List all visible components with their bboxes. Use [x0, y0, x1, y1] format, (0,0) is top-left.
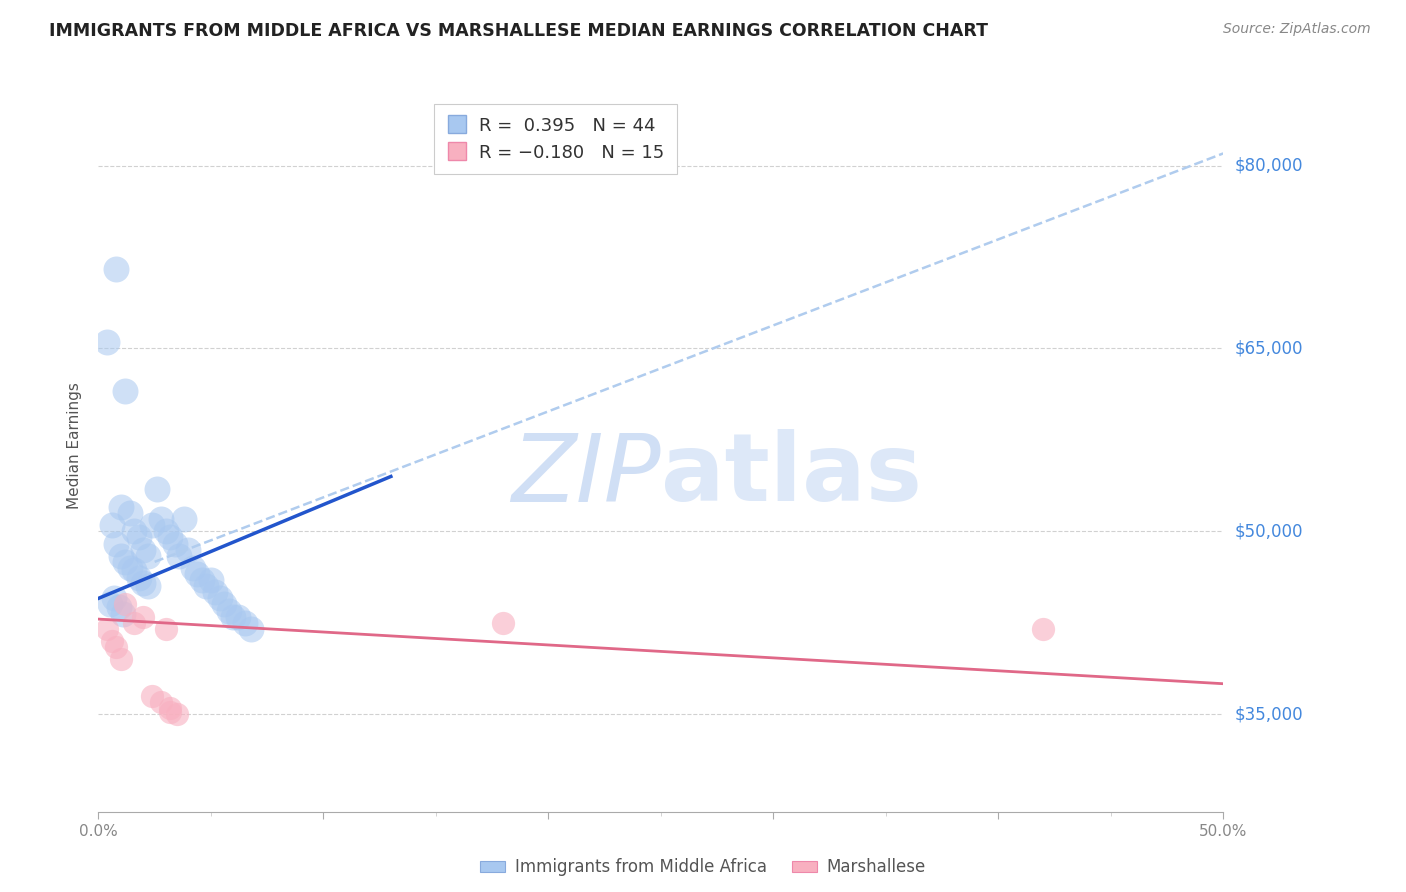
Point — [204, 585, 226, 599]
Point — [186, 567, 208, 582]
Point — [159, 701, 181, 715]
Text: ZIP: ZIP — [512, 430, 661, 521]
Point — [492, 615, 515, 630]
Point — [107, 599, 129, 614]
Point — [177, 542, 200, 557]
Point — [112, 607, 135, 622]
Point — [114, 384, 136, 399]
Point — [98, 598, 121, 612]
Point — [195, 579, 218, 593]
Point — [118, 506, 141, 520]
Text: $65,000: $65,000 — [1234, 340, 1303, 358]
Point — [169, 549, 191, 563]
Point — [159, 530, 181, 544]
Point — [222, 609, 245, 624]
Point — [218, 604, 240, 618]
Point — [173, 512, 195, 526]
Point — [159, 705, 181, 719]
Point — [101, 518, 124, 533]
Text: $35,000: $35,000 — [1234, 706, 1303, 723]
Point — [150, 695, 173, 709]
Point — [200, 573, 222, 587]
Point — [110, 549, 132, 563]
Point — [114, 598, 136, 612]
Point — [150, 512, 173, 526]
Point — [132, 609, 155, 624]
Point — [128, 571, 150, 585]
Point — [191, 573, 214, 587]
Text: $80,000: $80,000 — [1234, 157, 1303, 175]
Point — [124, 563, 146, 577]
Point — [214, 598, 236, 612]
Text: IMMIGRANTS FROM MIDDLE AFRICA VS MARSHALLESE MEDIAN EARNINGS CORRELATION CHART: IMMIGRANTS FROM MIDDLE AFRICA VS MARSHAL… — [49, 22, 988, 40]
Point — [163, 536, 186, 550]
Point — [103, 591, 125, 606]
Point — [136, 549, 159, 563]
Point — [124, 615, 146, 630]
Point — [96, 622, 118, 636]
Point — [155, 622, 177, 636]
Point — [155, 524, 177, 539]
Text: Source: ZipAtlas.com: Source: ZipAtlas.com — [1223, 22, 1371, 37]
Point — [105, 640, 128, 655]
Point — [208, 591, 231, 606]
Point — [226, 609, 249, 624]
Y-axis label: Median Earnings: Median Earnings — [67, 383, 83, 509]
Point — [114, 555, 136, 569]
Point — [146, 482, 169, 496]
Point — [105, 536, 128, 550]
Text: $50,000: $50,000 — [1234, 523, 1303, 541]
Legend: R =  0.395   N = 44, R = −0.180   N = 15: R = 0.395 N = 44, R = −0.180 N = 15 — [433, 104, 676, 174]
Point — [1032, 622, 1054, 636]
Point — [96, 335, 118, 350]
Point — [240, 622, 263, 636]
Legend: Immigrants from Middle Africa, Marshallese: Immigrants from Middle Africa, Marshalle… — [474, 852, 932, 883]
Point — [136, 579, 159, 593]
Point — [110, 500, 132, 514]
Point — [101, 634, 124, 648]
Point — [110, 652, 132, 666]
Point — [141, 689, 163, 703]
Point — [233, 615, 256, 630]
Point — [105, 262, 128, 277]
Point — [128, 530, 150, 544]
Point — [118, 561, 141, 575]
Point — [132, 542, 155, 557]
Point — [132, 575, 155, 590]
Text: atlas: atlas — [661, 429, 922, 521]
Point — [124, 524, 146, 539]
Point — [166, 707, 188, 722]
Point — [141, 518, 163, 533]
Point — [181, 561, 204, 575]
